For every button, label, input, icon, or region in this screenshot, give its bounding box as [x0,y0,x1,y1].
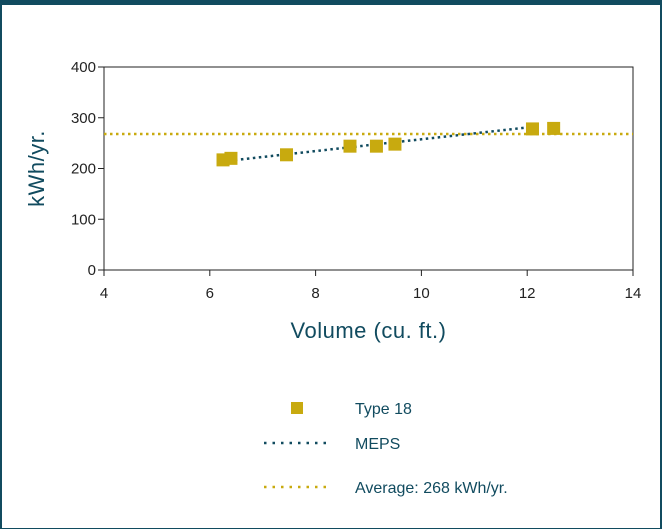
y-tick-label: 400 [71,59,96,76]
legend: Type 18 MEPS Average: 268 kWh/yr. [264,401,508,497]
data-point [369,139,383,153]
legend-label-meps: MEPS [355,436,400,453]
y-tick-label: 100 [71,211,96,228]
meps-line [222,125,533,163]
data-point [388,137,402,151]
x-tick-label: 12 [519,285,536,302]
y-tick-label: 300 [71,110,96,127]
legend-square-marker-icon [291,402,303,414]
legend-item-meps: MEPS [264,436,400,453]
x-axis-title: Volume (cu. ft.) [291,318,447,343]
legend-label-type18: Type 18 [355,401,412,418]
x-tick-label: 10 [413,285,430,302]
data-point [525,122,539,136]
y-axis-ticks: 0 100 200 300 400 [71,59,104,279]
legend-item-type18: Type 18 [291,401,412,418]
x-axis-ticks: 4 6 8 10 12 14 [100,270,642,302]
x-tick-label: 8 [311,285,319,302]
x-tick-label: 6 [206,285,214,302]
data-point [280,148,294,162]
legend-item-average: Average: 268 kWh/yr. [264,480,508,497]
x-tick-label: 4 [100,285,108,302]
data-point [224,151,238,165]
x-tick-label: 14 [625,285,642,302]
y-tick-label: 0 [88,262,96,279]
plot-area [103,66,634,271]
meps-line-layer [222,125,533,163]
data-point [547,121,561,135]
data-point-layer [216,121,561,167]
legend-label-average: Average: 268 kWh/yr. [355,480,508,497]
y-axis-title: kWh/yr. [24,130,49,207]
data-point [343,139,357,153]
y-tick-label: 200 [71,161,96,178]
